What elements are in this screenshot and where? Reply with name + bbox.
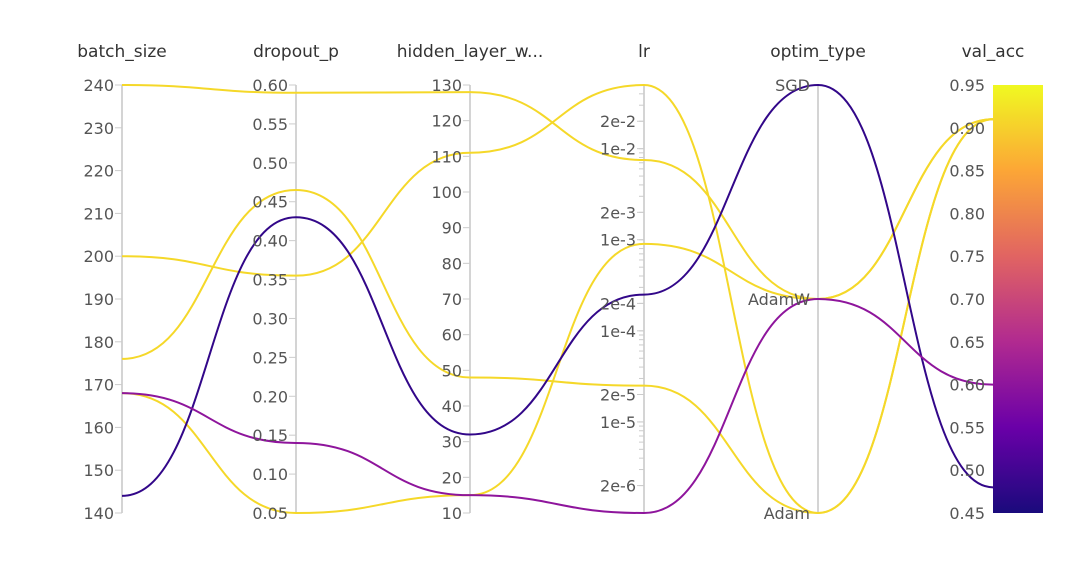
axis-hidden_layer_width: [463, 84, 471, 514]
tick-label-lr: 1e-5: [600, 413, 636, 432]
tick-label-batch_size: 230: [83, 119, 114, 138]
tick-label-dropout_p: 0.40: [252, 232, 288, 251]
tick-label-batch_size: 240: [83, 76, 114, 95]
axis-title-dropout_p: dropout_p: [253, 42, 339, 62]
tick-label-hidden_layer_width: 120: [431, 112, 462, 131]
run-line-4[interactable]: [121, 118, 994, 515]
colorbar: [993, 85, 1043, 513]
tick-label-val_acc: 0.50: [949, 461, 985, 480]
tick-label-hidden_layer_width: 10: [442, 504, 462, 523]
tick-label-dropout_p: 0.60: [252, 76, 288, 95]
tick-label-val_acc: 0.75: [949, 247, 985, 266]
tick-label-batch_size: 210: [83, 204, 114, 223]
tick-label-optim_type: AdamW: [748, 290, 810, 309]
axis-title-batch_size: batch_size: [77, 42, 166, 62]
tick-label-batch_size: 160: [83, 418, 114, 437]
tick-label-dropout_p: 0.50: [252, 154, 288, 173]
tick-label-batch_size: 220: [83, 162, 114, 181]
axis-batch_size: [115, 84, 123, 514]
tick-label-dropout_p: 0.10: [252, 465, 288, 484]
tick-label-val_acc: 0.55: [949, 418, 985, 437]
tick-label-dropout_p: 0.55: [252, 115, 288, 134]
tick-label-dropout_p: 0.45: [252, 193, 288, 212]
tick-label-hidden_layer_width: 20: [442, 468, 462, 487]
tick-label-hidden_layer_width: 70: [442, 290, 462, 309]
tick-label-dropout_p: 0.35: [252, 271, 288, 290]
tick-label-lr: 2e-3: [600, 203, 636, 222]
tick-label-hidden_layer_width: 110: [431, 147, 462, 166]
run-lines-layer: [121, 83, 994, 515]
tick-label-lr: 1e-2: [600, 140, 636, 159]
tick-label-val_acc: 0.45: [949, 504, 985, 523]
tick-label-hidden_layer_width: 30: [442, 433, 462, 452]
tick-label-batch_size: 200: [83, 247, 114, 266]
tick-label-hidden_layer_width: 50: [442, 361, 462, 380]
tick-label-val_acc: 0.65: [949, 333, 985, 352]
tick-label-val_acc: 0.85: [949, 162, 985, 181]
axis-title-hidden_layer_width: hidden_layer_w...: [397, 42, 544, 62]
tick-label-val_acc: 0.70: [949, 290, 985, 309]
colorbar-gradient: [993, 85, 1043, 513]
run-line-3[interactable]: [121, 118, 994, 515]
tick-label-batch_size: 180: [83, 333, 114, 352]
tick-label-lr: 1e-4: [600, 322, 636, 341]
run-line-6[interactable]: [121, 297, 994, 515]
tick-label-dropout_p: 0.30: [252, 309, 288, 328]
tick-label-lr: 2e-2: [600, 112, 636, 131]
tick-label-hidden_layer_width: 100: [431, 183, 462, 202]
tick-label-hidden_layer_width: 90: [442, 219, 462, 238]
tick-label-lr: 2e-6: [600, 477, 636, 496]
axis-dropout_p: [289, 84, 297, 514]
tick-label-dropout_p: 0.05: [252, 504, 288, 523]
tick-label-hidden_layer_width: 80: [442, 254, 462, 273]
run-line-2[interactable]: [121, 83, 994, 515]
tick-label-val_acc: 0.80: [949, 204, 985, 223]
tick-label-batch_size: 190: [83, 290, 114, 309]
tick-label-hidden_layer_width: 40: [442, 397, 462, 416]
tick-label-val_acc: 0.60: [949, 376, 985, 395]
tick-label-dropout_p: 0.20: [252, 387, 288, 406]
tick-label-batch_size: 150: [83, 461, 114, 480]
axis-title-optim_type: optim_type: [770, 42, 866, 62]
tick-label-dropout_p: 0.25: [252, 348, 288, 367]
axis-lr: [637, 84, 645, 514]
tick-label-dropout_p: 0.15: [252, 426, 288, 445]
tick-label-batch_size: 140: [83, 504, 114, 523]
tick-label-optim_type: Adam: [764, 504, 810, 523]
tick-label-hidden_layer_width: 60: [442, 326, 462, 345]
tick-label-lr: 1e-3: [600, 231, 636, 250]
run-line-5[interactable]: [121, 83, 994, 497]
tick-label-batch_size: 170: [83, 376, 114, 395]
tick-label-lr: 2e-4: [600, 294, 636, 313]
tick-labels-layer: batch_size 240 230 220 210 200 190 180 170 160 150…: [77, 42, 1024, 523]
tick-label-lr: 2e-5: [600, 385, 636, 404]
tick-label-val_acc: 0.90: [949, 119, 985, 138]
axis-title-lr: lr: [638, 42, 650, 62]
tick-label-hidden_layer_width: 130: [431, 76, 462, 95]
tick-label-val_acc: 0.95: [949, 76, 985, 95]
axis-title-val_acc: val_acc: [962, 42, 1025, 62]
tick-label-optim_type: SGD: [775, 76, 810, 95]
